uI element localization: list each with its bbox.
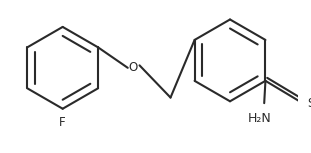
Text: O: O: [129, 61, 138, 74]
Text: S: S: [308, 97, 311, 110]
Text: H₂N: H₂N: [247, 112, 271, 125]
Text: F: F: [59, 116, 66, 129]
